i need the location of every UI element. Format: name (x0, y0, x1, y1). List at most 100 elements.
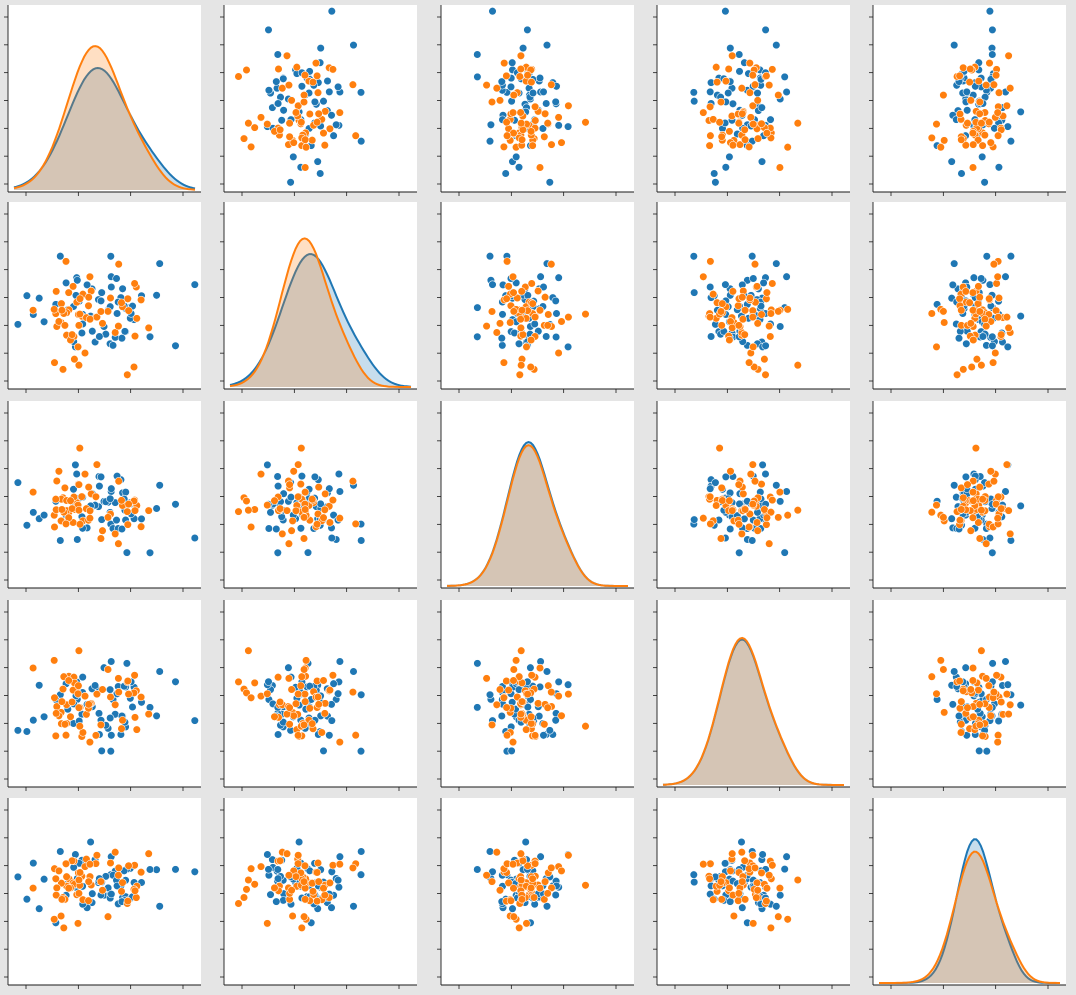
point-series-2-48 (68, 330, 77, 339)
point-series-2-49 (762, 288, 771, 297)
point-series-2-47 (527, 883, 536, 892)
point-series-1-40 (56, 252, 65, 261)
point-series-2-7 (554, 113, 563, 122)
point-series-2-43 (540, 132, 549, 141)
point-series-2-19 (506, 896, 515, 905)
point-series-1-5 (289, 152, 298, 161)
panel-background (441, 401, 634, 588)
point-series-2-49 (319, 129, 328, 138)
point-series-1-45 (542, 332, 551, 341)
point-series-2-28 (715, 444, 724, 453)
point-series-2-29 (749, 120, 758, 129)
point-series-2-60 (98, 685, 107, 694)
point-series-2-24 (978, 141, 987, 150)
point-series-1-46 (319, 97, 328, 106)
point-series-2-27 (992, 279, 1001, 288)
point-series-2-40 (92, 851, 101, 860)
point-series-2-8 (234, 507, 243, 516)
point-series-1-22 (498, 341, 507, 350)
point-series-1-57 (327, 716, 336, 725)
point-series-2-38 (706, 492, 715, 501)
point-series-2-50 (706, 131, 715, 140)
point-series-2-56 (793, 506, 802, 515)
point-series-1-29 (948, 280, 957, 289)
panel-r2-c1 (4, 202, 201, 393)
point-series-1-49 (551, 296, 560, 305)
point-series-1-36 (552, 332, 561, 342)
point-series-2-53 (699, 514, 708, 523)
point-series-2-33 (52, 883, 61, 892)
point-series-1-23 (263, 850, 272, 859)
point-series-2-39 (247, 864, 256, 873)
point-series-2-54 (1004, 51, 1013, 60)
point-series-2-54 (1004, 323, 1013, 332)
point-series-2-50 (61, 519, 71, 528)
point-series-2-18 (325, 686, 334, 695)
point-series-2-56 (74, 646, 83, 655)
point-series-2-31 (927, 672, 936, 681)
point-series-2-51 (314, 109, 323, 118)
point-series-1-23 (1003, 680, 1012, 689)
point-series-2-17 (321, 489, 330, 498)
point-series-2-40 (564, 690, 573, 699)
point-series-2-40 (564, 851, 573, 860)
point-series-2-38 (531, 313, 540, 322)
point-series-2-20 (308, 495, 317, 504)
point-series-2-58 (750, 260, 760, 269)
point-series-1-29 (327, 111, 336, 120)
point-series-2-58 (348, 80, 357, 89)
point-series-2-29 (263, 919, 272, 928)
point-series-2-50 (503, 731, 512, 740)
point-series-2-39 (745, 142, 754, 151)
point-series-1-57 (488, 867, 497, 876)
panel-background (657, 5, 850, 192)
point-series-2-38 (531, 102, 540, 111)
point-series-1-47 (349, 41, 358, 50)
point-series-2-45 (961, 141, 970, 150)
point-series-2-36 (523, 690, 532, 699)
kde-fill-series-1 (879, 839, 1060, 983)
point-series-2-46 (300, 513, 309, 522)
point-series-2-60 (753, 526, 762, 535)
point-series-2-58 (989, 688, 998, 697)
point-series-2-39 (499, 358, 508, 367)
point-series-1-21 (962, 339, 971, 348)
point-series-2-57 (957, 505, 966, 514)
point-series-2-41 (986, 138, 995, 147)
point-series-1-50 (113, 309, 122, 318)
point-series-1-47 (950, 667, 959, 676)
point-series-2-59 (299, 534, 309, 543)
point-series-2-8 (761, 370, 770, 379)
point-series-2-55 (963, 703, 972, 712)
point-series-2-39 (247, 142, 256, 151)
point-series-1-56 (272, 77, 281, 86)
point-series-2-60 (98, 319, 107, 328)
point-series-2-53 (85, 860, 94, 869)
point-series-2-57 (517, 135, 527, 144)
point-series-2-48 (276, 856, 285, 865)
point-series-2-46 (774, 307, 783, 316)
point-series-2-53 (993, 738, 1002, 747)
point-series-2-12 (729, 911, 738, 921)
point-series-1-24 (1016, 107, 1025, 116)
point-series-2-60 (287, 685, 296, 694)
point-series-2-60 (495, 685, 505, 694)
point-series-1-41 (963, 106, 972, 115)
point-series-2-15 (985, 59, 994, 68)
point-series-2-41 (54, 317, 63, 326)
point-series-2-50 (503, 257, 512, 266)
point-series-2-36 (300, 861, 309, 870)
point-series-2-25 (757, 119, 766, 128)
point-series-1-25 (22, 521, 31, 530)
panel-background (441, 600, 634, 787)
point-series-2-46 (774, 513, 783, 522)
point-series-1-18 (356, 747, 366, 756)
point-series-2-23 (250, 678, 259, 687)
point-series-2-7 (991, 348, 1000, 358)
point-series-1-47 (950, 481, 959, 490)
point-series-2-7 (80, 470, 90, 479)
point-series-2-7 (256, 113, 266, 122)
point-series-2-3 (118, 716, 127, 725)
point-series-2-29 (749, 342, 758, 351)
point-series-1-47 (349, 667, 358, 676)
